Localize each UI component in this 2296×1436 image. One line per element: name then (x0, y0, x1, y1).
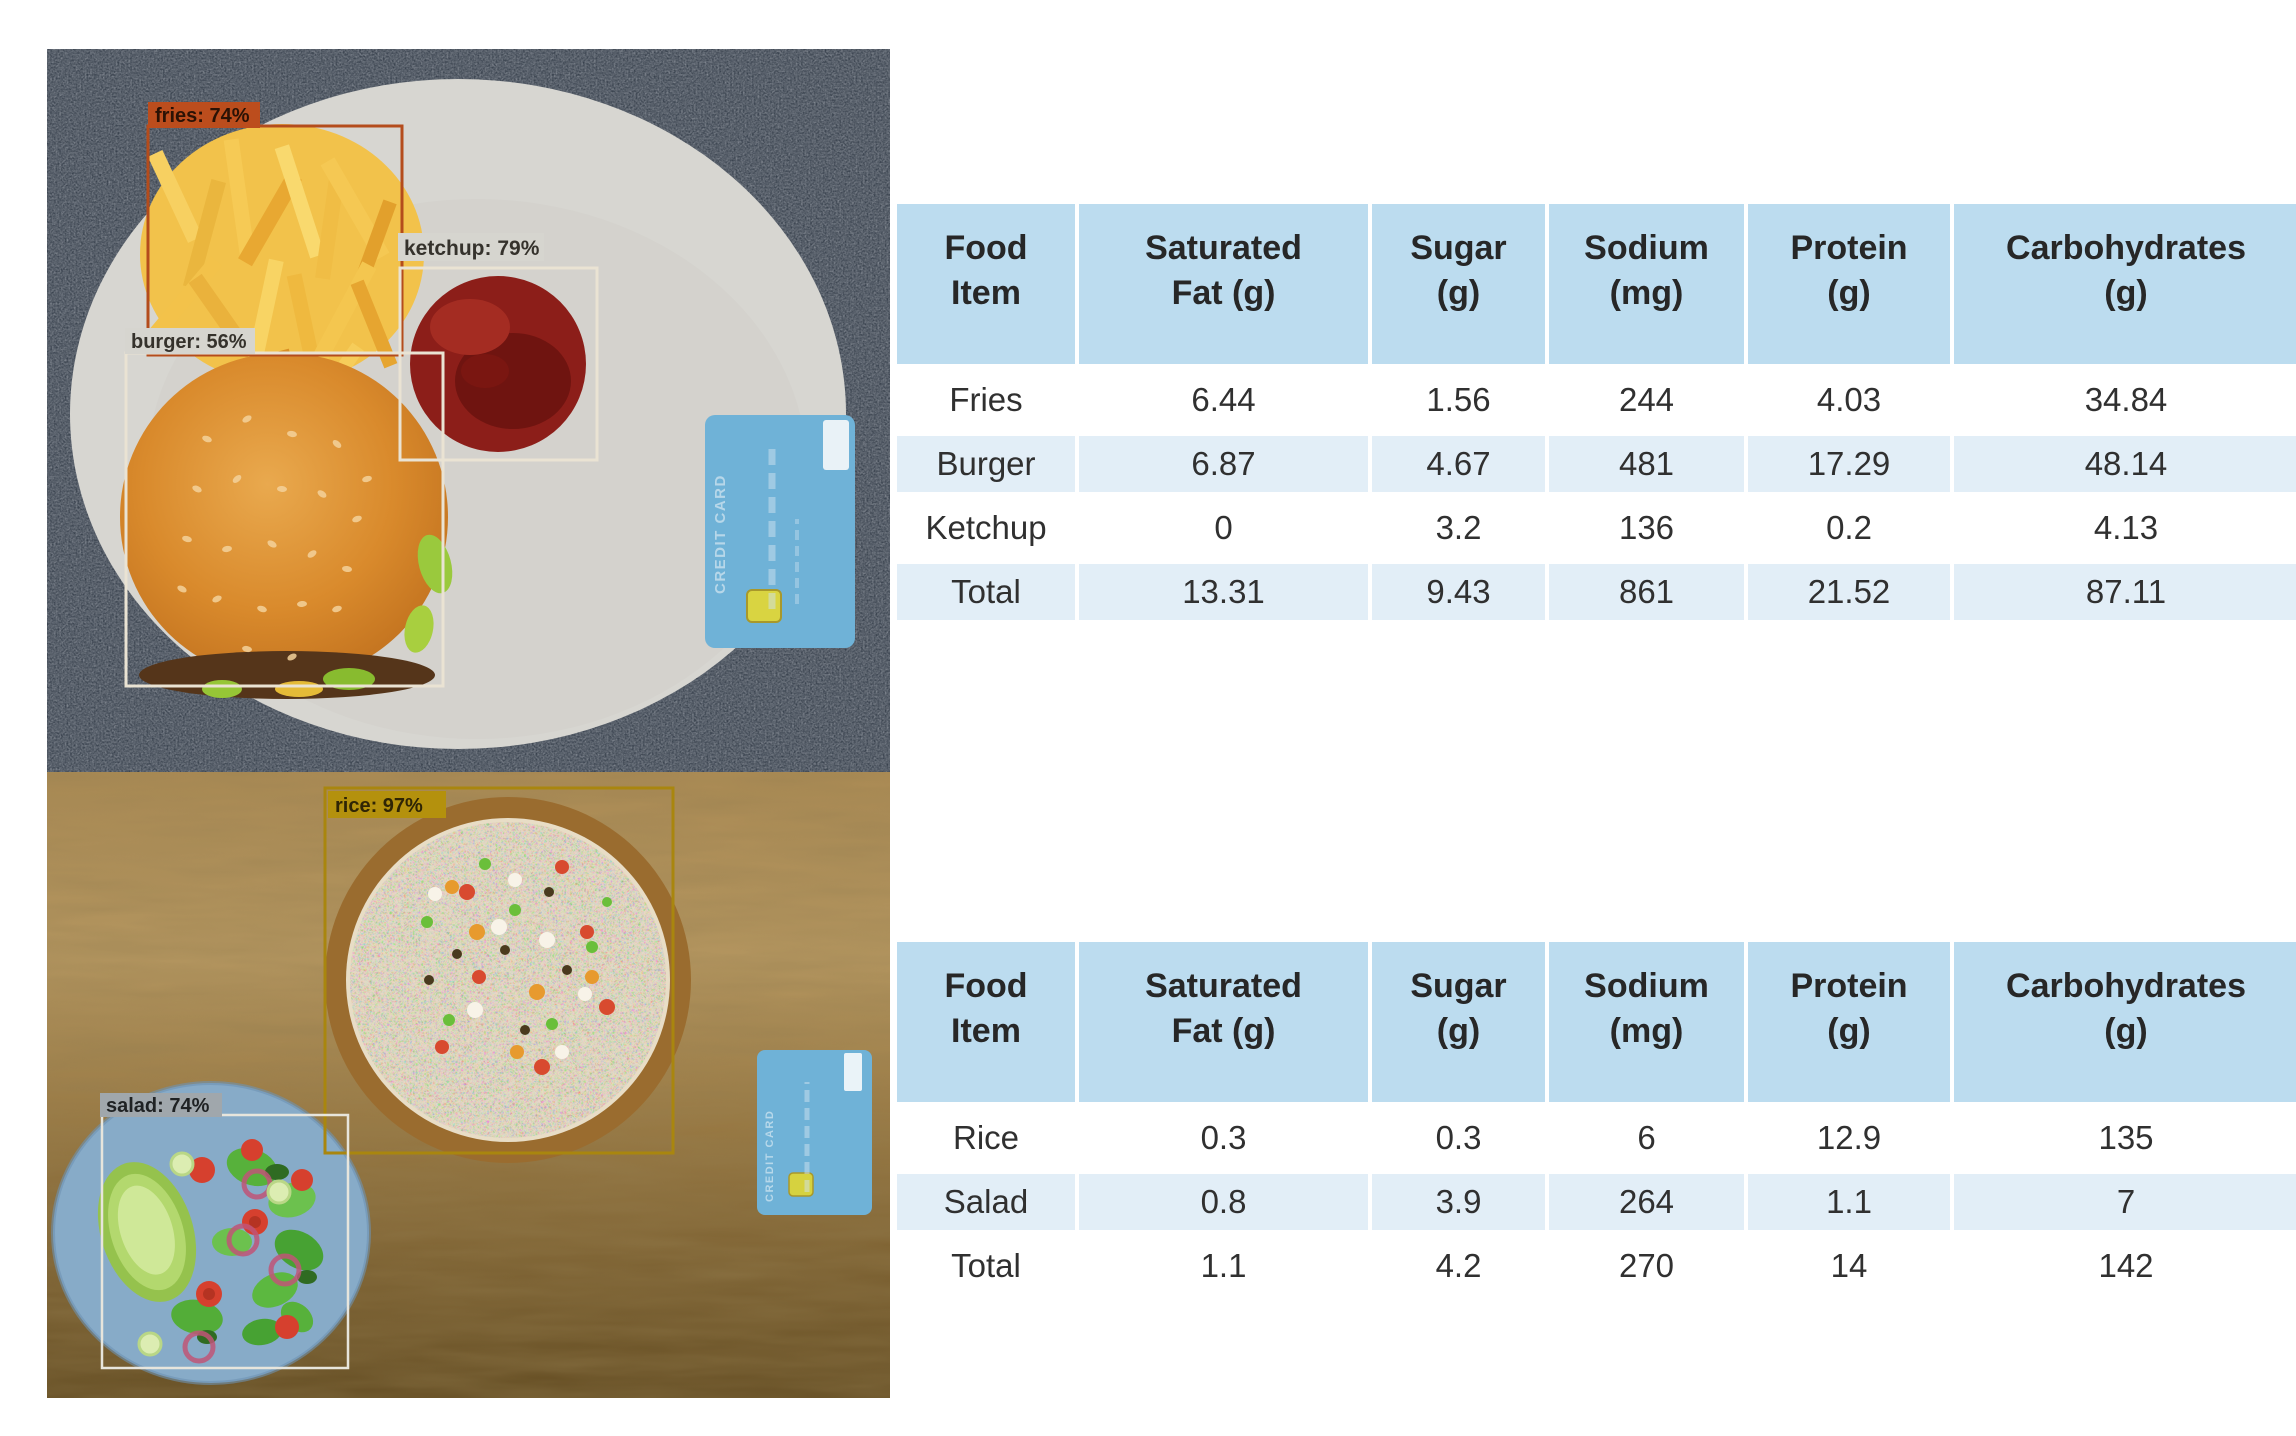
table-cell: 0 (1079, 500, 1368, 556)
table-cell: 1.1 (1748, 1174, 1950, 1230)
table-cell: 87.11 (1954, 564, 2296, 620)
table-cell: 9.43 (1372, 564, 1545, 620)
credit-card-text: CREDIT CARD (712, 474, 729, 594)
table-cell: 14 (1748, 1238, 1950, 1294)
table-cell: 481 (1549, 436, 1744, 492)
col-header-food-item: Food Item (897, 204, 1075, 364)
col-header-sugar: Sugar (g) (1372, 204, 1545, 364)
svg-text:fries: 74%: fries: 74% (155, 105, 250, 127)
salad-plate (51, 1081, 371, 1385)
table-cell: 6.44 (1079, 372, 1368, 428)
table-cell: 12.9 (1748, 1110, 1950, 1166)
row-label-rice: Rice (897, 1110, 1075, 1166)
svg-text:rice: 97%: rice: 97% (335, 795, 423, 817)
table-cell: 0.3 (1079, 1110, 1368, 1166)
table-cell: 0.8 (1079, 1174, 1368, 1230)
table-cell: 4.2 (1372, 1238, 1545, 1294)
detection-label-salad: salad: 74% (100, 1093, 222, 1117)
detection-label-fries: fries: 74% (148, 102, 260, 128)
table-cell: 4.13 (1954, 500, 2296, 556)
detection-box-burger (124, 351, 445, 688)
col-header-food-item: Food Item (897, 942, 1075, 1102)
col-header-protein: Protein (g) (1748, 204, 1950, 364)
table-cell: 13.31 (1079, 564, 1368, 620)
card-chip (746, 589, 782, 623)
rice-vegetable-bits (421, 858, 615, 1075)
table-cell: 48.14 (1954, 436, 2296, 492)
col-header-carbohydrates: Carbohydrates (g) (1954, 942, 2296, 1102)
avocado-slices (97, 1162, 197, 1302)
col-header-sodium: Sodium (mg) (1549, 942, 1744, 1102)
sesame-seeds (177, 415, 372, 661)
row-label-total: Total (897, 1238, 1075, 1294)
table-cell: 34.84 (1954, 372, 2296, 428)
detection-box-rice (323, 786, 675, 1155)
rice-bowl (325, 797, 691, 1163)
table-cell: 861 (1549, 564, 1744, 620)
burger-cheese (275, 681, 323, 697)
detection-label-burger: burger: 56% (125, 328, 255, 354)
detection-box-ketchup (398, 266, 599, 462)
col-header-saturated-fat: Saturated Fat (g) (1079, 942, 1368, 1102)
table-cell: 17.29 (1748, 436, 1950, 492)
table-cell: 264 (1549, 1174, 1744, 1230)
nutrition-table-burger-meal: Food Item Saturated Fat (g) Sugar (g) Sodiu… (897, 204, 2296, 620)
credit-card-text: CREDIT CARD (764, 1110, 776, 1202)
table-cell: 3.9 (1372, 1174, 1545, 1230)
table-cell: 0.2 (1748, 500, 1950, 556)
onion-rings (182, 1168, 302, 1364)
row-label-burger: Burger (897, 436, 1075, 492)
table-cell: 21.52 (1748, 564, 1950, 620)
table-cell: 1.56 (1372, 372, 1545, 428)
svg-text:salad: 74%: salad: 74% (106, 1095, 210, 1117)
rice-texture (350, 822, 666, 1138)
credit-card: CREDIT CARD (757, 1050, 872, 1215)
col-header-sodium: Sodium (mg) (1549, 204, 1744, 364)
svg-text:ketchup: 79%: ketchup: 79% (404, 237, 540, 260)
table-cell: 0.3 (1372, 1110, 1545, 1166)
fries-pile (140, 124, 424, 455)
col-header-saturated-fat: Saturated Fat (g) (1079, 204, 1368, 364)
burger-bun (120, 353, 448, 681)
table-cell: 3.2 (1372, 500, 1545, 556)
table-cell: 4.67 (1372, 436, 1545, 492)
col-header-protein: Protein (g) (1748, 942, 1950, 1102)
cucumber-slices (137, 1151, 292, 1357)
table-cell: 136 (1549, 500, 1744, 556)
table-cell: 270 (1549, 1238, 1744, 1294)
detection-label-ketchup: ketchup: 79% (398, 233, 544, 261)
detection-box-salad (100, 1113, 350, 1370)
photo-burger-meal: CREDIT CARD fries: 74% ketchup: 79% burg… (47, 49, 890, 772)
table-cell: 135 (1954, 1110, 2296, 1166)
row-label-fries: Fries (897, 372, 1075, 428)
card-signature-stripe (844, 1053, 862, 1091)
row-label-total: Total (897, 564, 1075, 620)
card-signature-stripe (823, 420, 849, 470)
table-cell: 142 (1954, 1238, 2296, 1294)
cherry-tomatoes (189, 1139, 313, 1339)
col-header-carbohydrates: Carbohydrates (g) (1954, 204, 2296, 364)
table-cell: 244 (1549, 372, 1744, 428)
nutrition-table-rice-salad-meal: Food Item Saturated Fat (g) Sugar (g) Sodiu… (897, 942, 2296, 1294)
table-cell: 7 (1954, 1174, 2296, 1230)
table-cell: 1.1 (1079, 1238, 1368, 1294)
row-label-salad: Salad (897, 1174, 1075, 1230)
table-cell: 6.87 (1079, 436, 1368, 492)
table-cell: 4.03 (1748, 372, 1950, 428)
table-cell: 6 (1549, 1110, 1744, 1166)
ketchup-blob (410, 276, 586, 452)
svg-text:burger: 56%: burger: 56% (131, 331, 247, 353)
row-label-ketchup: Ketchup (897, 500, 1075, 556)
col-header-sugar: Sugar (g) (1372, 942, 1545, 1102)
photo-rice-salad-meal: CREDIT CARD rice: 97% salad: 74% (47, 772, 890, 1398)
detection-label-rice: rice: 97% (328, 791, 446, 818)
credit-card: CREDIT CARD (705, 415, 855, 648)
